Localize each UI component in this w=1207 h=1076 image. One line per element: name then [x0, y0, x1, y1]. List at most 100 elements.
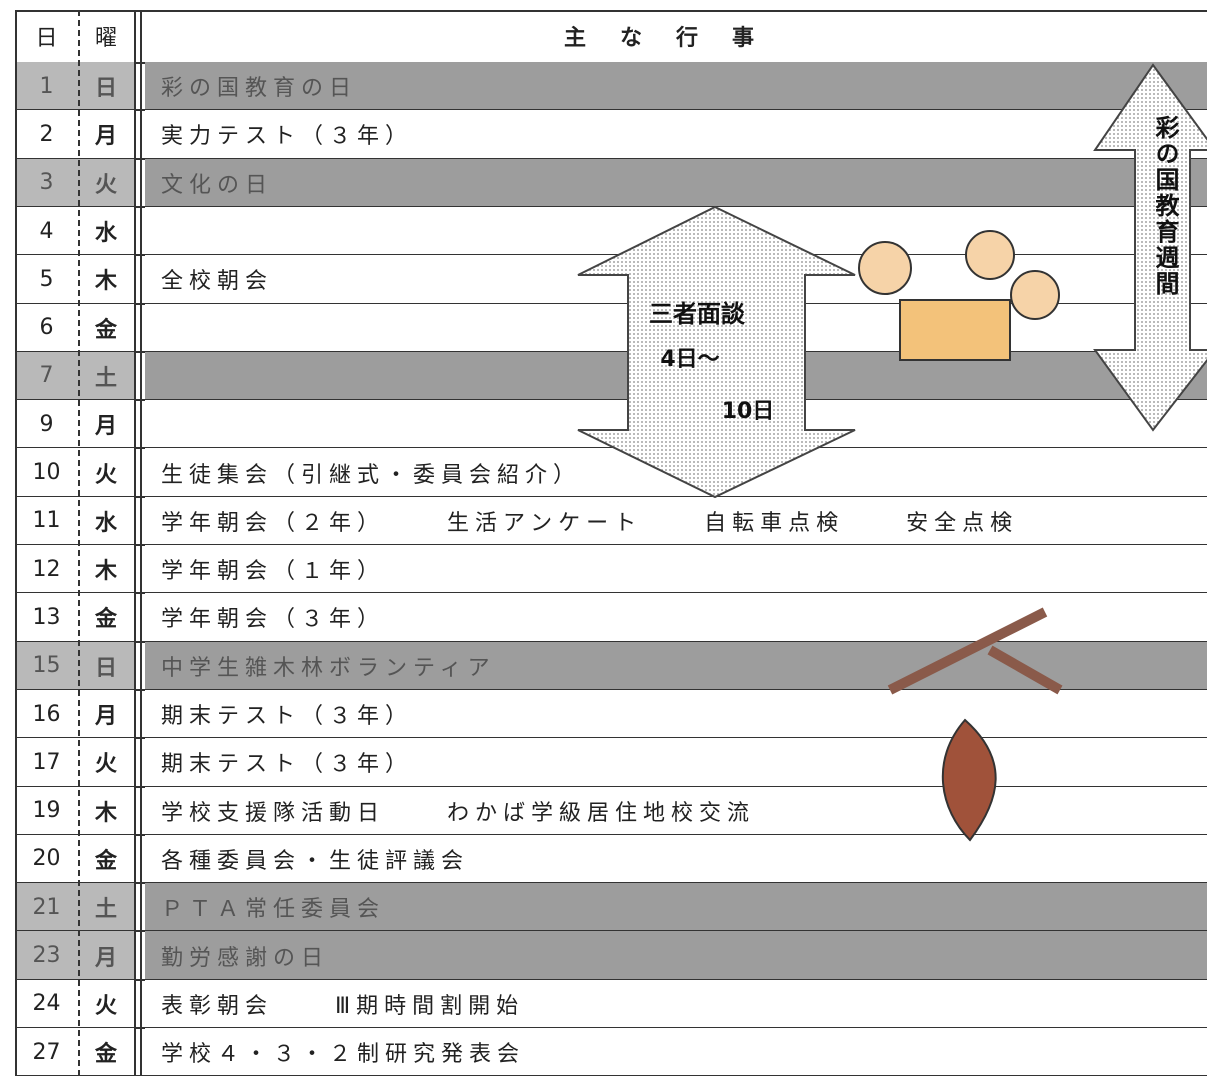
- day-cell: 12: [15, 545, 78, 594]
- events-cell: 学年朝会（２年） 生活アンケート 自転車点検 安全点検: [145, 496, 1207, 545]
- weekday-cell: 月: [78, 400, 134, 449]
- weekday-cell: 水: [78, 206, 134, 256]
- day-cell: 27: [15, 1028, 78, 1076]
- event: ＰＴＡ常任委員会: [161, 897, 386, 923]
- events-cell: 中学生雑木林ボランティア: [145, 641, 1207, 690]
- header-weekday: 曜: [94, 26, 117, 51]
- event: 期末テスト（３年）: [161, 704, 414, 730]
- week-label: 彩の国教育週間: [1151, 115, 1180, 297]
- events-cell: 各種委員会・生徒評議会: [145, 834, 1207, 884]
- event: 自転車点検: [704, 510, 845, 536]
- event: 生徒集会（引継式・委員会紹介）: [161, 462, 582, 488]
- event: 中学生雑木林ボランティア: [161, 655, 496, 681]
- day-cell: 1: [15, 62, 78, 111]
- event: 期末テスト（３年）: [161, 752, 414, 778]
- weekday-cell: 火: [78, 158, 134, 207]
- events-cell: 期末テスト（３年）: [145, 689, 1207, 739]
- weekday-cell: 金: [78, 1028, 134, 1076]
- divider: [15, 10, 17, 1076]
- weekday-cell: 月: [78, 110, 134, 159]
- weekday-cell: 金: [78, 303, 134, 352]
- meeting-label: 三者面談: [649, 300, 746, 328]
- events-cell: 学校支援隊活動日 わかば学級居住地校交流: [145, 786, 1207, 835]
- day-cell: 7: [15, 351, 78, 401]
- day-cell: 4: [15, 206, 78, 256]
- meeting-arrow: [577, 205, 856, 499]
- illustration-person: [965, 230, 1015, 280]
- event: 勤労感謝の日: [161, 945, 330, 971]
- day-cell: 17: [15, 738, 78, 787]
- border: [15, 10, 1207, 12]
- day-cell: 3: [15, 158, 78, 207]
- events-cell: 学校４・３・２制研究発表会: [145, 1028, 1207, 1076]
- event: 学年朝会（１年）: [161, 559, 386, 585]
- event: 学校４・３・２制研究発表会: [161, 1042, 526, 1068]
- divider: [78, 10, 80, 1076]
- weekday-cell: 月: [78, 689, 134, 739]
- events-cell: 彩の国教育の日: [145, 62, 1207, 111]
- weekday-cell: 木: [78, 786, 134, 835]
- day-cell: 19: [15, 786, 78, 835]
- events-cell: 勤労感謝の日: [145, 931, 1207, 980]
- illustration-person: [1010, 270, 1060, 320]
- day-cell: 23: [15, 931, 78, 980]
- day-cell: 16: [15, 689, 78, 739]
- event: 学年朝会（３年）: [161, 607, 386, 633]
- day-cell: 6: [15, 303, 78, 352]
- event: 表彰朝会: [161, 993, 274, 1019]
- event: 学年朝会（２年）: [161, 510, 386, 536]
- illustration-branch: [887, 607, 1063, 695]
- weekday-cell: 木: [78, 545, 134, 594]
- event: 文化の日: [161, 172, 274, 198]
- events-cell: 実力テスト（３年）: [145, 110, 1207, 159]
- event: 彩の国教育の日: [161, 76, 358, 102]
- weekday-cell: 火: [78, 448, 134, 497]
- divider: [134, 10, 136, 1076]
- weekday-cell: 火: [78, 738, 134, 787]
- event: 安全点検: [906, 510, 1019, 536]
- day-cell: 15: [15, 641, 78, 690]
- header-events: 主な行事: [563, 26, 788, 51]
- meeting-end: 10日: [722, 399, 775, 424]
- events-cell: 期末テスト（３年）: [145, 738, 1207, 787]
- header-day: 日: [35, 26, 58, 51]
- day-cell: 21: [15, 883, 78, 932]
- day-cell: 2: [15, 110, 78, 159]
- weekday-cell: 土: [78, 883, 134, 932]
- weekday-cell: 火: [78, 979, 134, 1028]
- day-cell: 24: [15, 979, 78, 1028]
- day-cell: 5: [15, 255, 78, 304]
- weekday-cell: 木: [78, 255, 134, 304]
- events-cell: 学年朝会（１年）: [145, 545, 1207, 594]
- day-cell: 20: [15, 834, 78, 884]
- event: Ⅲ期時間割開始: [335, 993, 525, 1019]
- day-cell: 11: [15, 496, 78, 545]
- event: 実力テスト（３年）: [161, 124, 414, 150]
- events-cell: ＰＴＡ常任委員会: [145, 883, 1207, 932]
- day-cell: 13: [15, 593, 78, 642]
- weekday-cell: 日: [78, 62, 134, 111]
- event: わかば学級居住地校交流: [447, 800, 756, 826]
- weekday-cell: 金: [78, 834, 134, 884]
- meeting-start: 4日〜: [660, 347, 719, 372]
- day-cell: 9: [15, 400, 78, 449]
- weekday-cell: 金: [78, 593, 134, 642]
- weekday-cell: 土: [78, 351, 134, 401]
- event: 生活アンケート: [447, 510, 643, 536]
- weekday-cell: 水: [78, 496, 134, 545]
- events-cell: 文化の日: [145, 158, 1207, 207]
- event: 学校支援隊活動日: [161, 800, 386, 826]
- divider: [140, 10, 142, 1076]
- illustration-person: [858, 241, 912, 295]
- weekday-cell: 日: [78, 641, 134, 690]
- illustration-leaf: [941, 718, 997, 842]
- events-cell: 表彰朝会 Ⅲ期時間割開始: [145, 979, 1207, 1028]
- week-arrow: [1093, 63, 1207, 432]
- day-cell: 10: [15, 448, 78, 497]
- event: 各種委員会・生徒評議会: [161, 848, 470, 874]
- weekday-cell: 月: [78, 931, 134, 980]
- illustration-table: [899, 299, 1011, 361]
- event: 全校朝会: [161, 269, 274, 295]
